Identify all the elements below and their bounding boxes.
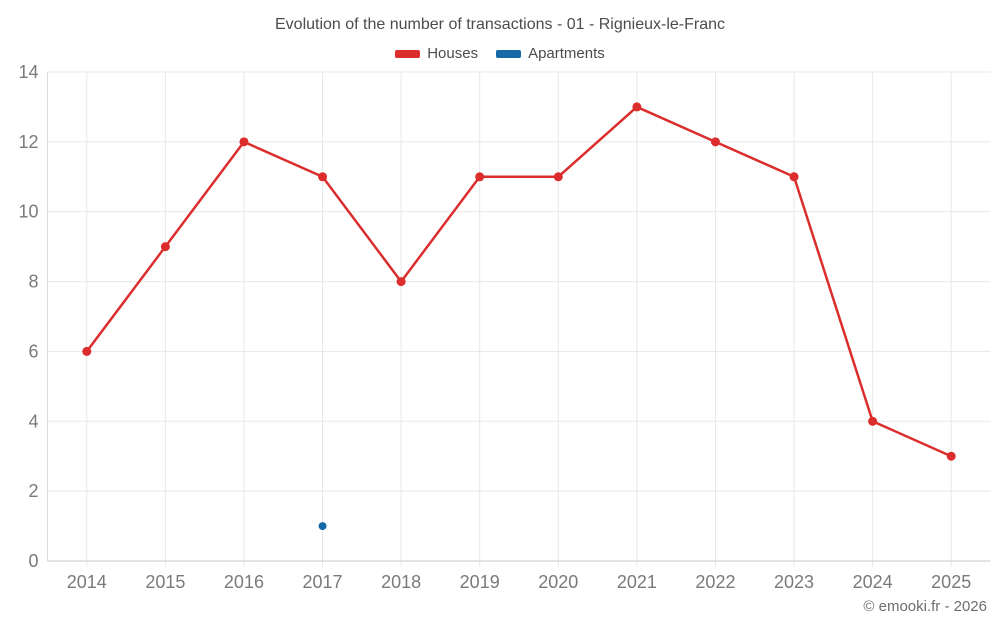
legend-swatch-houses <box>395 49 421 58</box>
data-point-houses <box>396 277 406 287</box>
x-tick-label: 2024 <box>853 572 893 592</box>
data-point-houses <box>82 346 92 356</box>
y-tick-label: 0 <box>28 551 38 571</box>
x-tick-label: 2020 <box>538 572 578 592</box>
data-point-houses <box>318 172 328 182</box>
data-point-houses <box>789 172 799 182</box>
data-point-houses <box>946 451 956 461</box>
y-tick-label: 2 <box>28 481 38 501</box>
data-point-houses <box>553 172 563 182</box>
y-tick-label: 10 <box>18 202 38 222</box>
chart-legend: Houses Apartments <box>0 46 1000 61</box>
legend-label-houses: Houses <box>427 45 479 62</box>
legend-label-apartments: Apartments <box>528 45 605 62</box>
series-line-houses <box>85 105 953 458</box>
x-tick-label: 2021 <box>617 572 657 592</box>
x-tick-label: 2018 <box>381 572 421 592</box>
data-point-houses <box>632 102 642 112</box>
y-tick-label: 12 <box>18 132 38 152</box>
x-tick-label: 2022 <box>695 572 735 592</box>
legend-item-houses[interactable]: Houses <box>395 46 478 61</box>
legend-swatch-apartments <box>496 49 522 58</box>
x-tick-label: 2016 <box>224 572 264 592</box>
x-tick-label: 2015 <box>145 572 185 592</box>
x-tick-label: 2017 <box>303 572 343 592</box>
y-tick-label: 6 <box>28 341 38 361</box>
x-tick-label: 2025 <box>931 572 971 592</box>
y-tick-label: 8 <box>28 272 38 292</box>
x-tick-label: 2014 <box>67 572 107 592</box>
y-tick-label: 14 <box>18 62 38 82</box>
legend-item-apartments[interactable]: Apartments <box>496 46 605 61</box>
y-tick-label: 4 <box>28 411 38 431</box>
data-point-houses <box>239 137 249 147</box>
data-point-houses <box>710 137 720 147</box>
data-point-houses <box>868 416 878 426</box>
data-point-apartments <box>318 522 327 531</box>
x-tick-label: 2019 <box>460 572 500 592</box>
data-point-houses <box>160 242 170 252</box>
chart-title: Evolution of the number of transactions … <box>275 16 725 33</box>
x-tick-label: 2023 <box>774 572 814 592</box>
copyright-footer: © emooki.fr - 2026 <box>863 598 987 615</box>
data-point-houses <box>475 172 485 182</box>
